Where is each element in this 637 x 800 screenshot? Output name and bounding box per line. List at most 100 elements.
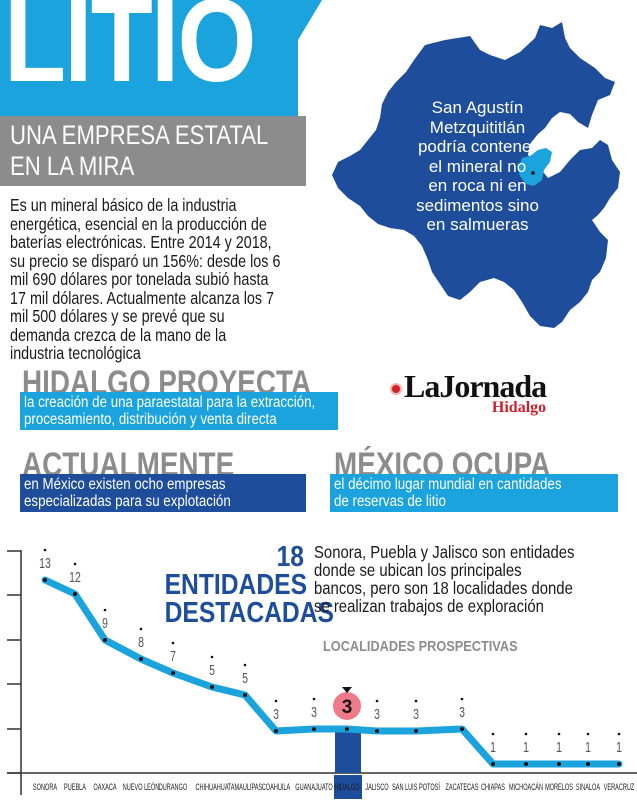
fact-text-line: especializadas para su explotación xyxy=(24,493,231,510)
logo-edition: Hidalgo xyxy=(491,399,547,416)
x-axis-label: OAXACA xyxy=(93,782,116,793)
value-label: 9 xyxy=(102,614,108,631)
data-point xyxy=(103,638,107,642)
value-label: 1 xyxy=(490,738,496,755)
data-point xyxy=(617,762,621,766)
value-marker-dot xyxy=(43,548,47,552)
value-marker-dot xyxy=(524,732,528,736)
value-marker-dot xyxy=(557,732,561,736)
intro-paragraph: Es un mineral básico de la industria ene… xyxy=(10,195,281,363)
x-axis-label: SINALOA xyxy=(576,782,600,793)
value-label: 5 xyxy=(242,669,248,686)
subtitle-line-1: UNA EMPRESA ESTATAL xyxy=(10,120,269,150)
value-marker-dot xyxy=(617,732,621,736)
value-marker-dot xyxy=(586,732,590,736)
hidalgo-highlight-bar xyxy=(335,730,361,773)
la-jornada-logo: LaJornada Hidalgo xyxy=(390,368,547,416)
data-point xyxy=(210,685,214,689)
map-caption-line: en salmueras xyxy=(426,215,529,234)
value-label: 3 xyxy=(374,705,380,722)
data-point xyxy=(43,578,47,582)
x-axis-labels: SONORA PUEBLA OAXACA NUEVO LEÓN DURANGO CHIHU… xyxy=(33,782,635,793)
data-point xyxy=(375,729,379,733)
data-point xyxy=(139,657,143,661)
data-point xyxy=(312,727,316,731)
chart-title-line: DESTACADAS xyxy=(164,597,334,629)
value-marker-dot xyxy=(312,697,316,701)
data-point xyxy=(586,762,590,766)
map-caption-line: en roca ni en xyxy=(428,176,527,195)
fact-text-line: el décimo lugar mundial en cantidades xyxy=(334,476,562,493)
value-marker-dot xyxy=(103,608,107,612)
data-point xyxy=(557,762,561,766)
value-label: 3 xyxy=(311,703,317,720)
data-point xyxy=(73,592,77,596)
fact-box-actualmente: en México existen ocho empresas especial… xyxy=(20,474,306,512)
hidalgo-value-marker: 3 xyxy=(333,687,361,720)
x-axis-label: CHIHUAHUA xyxy=(195,782,228,793)
hidalgo-state-shape xyxy=(332,22,620,328)
value-label: 3 xyxy=(273,705,279,722)
data-point xyxy=(524,762,528,766)
data-points: 13 12 9 8 7 5 5 3 3 3 3 3 1 1 1 1 1 xyxy=(39,548,622,766)
chart-subtitle: LOCALIDADES PROSPECTIVAS xyxy=(323,638,518,655)
x-axis-label: NUEVO LEÓN xyxy=(123,782,160,793)
map-caption-line: Metzquititlán xyxy=(429,117,526,137)
chart-description-line: donde se ubican los principales xyxy=(314,560,522,580)
fact-text-line: procesamiento, distribución y venta dire… xyxy=(24,411,277,428)
x-axis-label: ZACATECAS xyxy=(446,782,479,793)
subtitle-line-2: EN LA MIRA xyxy=(10,151,135,181)
chart-title-line: 18 ENTIDADES xyxy=(164,541,308,601)
value-label: 13 xyxy=(39,554,51,571)
page-subtitle: UNA EMPRESA ESTATAL EN LA MIRA xyxy=(10,120,268,182)
value-marker-dot xyxy=(460,697,464,701)
subtitle-banner xyxy=(0,116,306,186)
value-label: 1 xyxy=(616,738,622,755)
value-label: 8 xyxy=(138,633,144,650)
chart-description-line: Sonora, Puebla y Jalisco son entidades xyxy=(314,542,575,562)
chart-title: 18 ENTIDADES DESTACADAS xyxy=(164,541,334,629)
map-caption-line: sedimentos sino xyxy=(416,195,539,215)
hidalgo-map xyxy=(332,22,620,328)
value-marker-dot xyxy=(73,562,77,566)
x-axis-label: CHIAPAS xyxy=(481,782,505,793)
y-axis-ticks xyxy=(7,550,21,774)
value-label: 3 xyxy=(459,703,465,720)
chart-description-line: se realizan trabajos de exploración xyxy=(314,596,544,616)
data-point xyxy=(274,729,278,733)
value-marker-dot xyxy=(491,732,495,736)
value-label: 7 xyxy=(170,647,176,664)
x-axis-label: SAN LUIS POTOSÍ xyxy=(392,782,441,793)
x-axis-label: HIDALGO xyxy=(334,782,359,793)
value-marker-dot xyxy=(139,627,143,631)
x-axis-label: MICHOACÁN xyxy=(509,782,543,793)
value-marker-dot xyxy=(243,663,247,667)
value-marker-dot xyxy=(414,699,418,703)
data-point xyxy=(171,671,175,675)
page-title: LITIO xyxy=(4,0,256,107)
x-axis-label: TAMAULIPAS xyxy=(228,782,262,793)
fact-text-line: en México existen ocho empresas xyxy=(24,476,226,493)
value-label: 1 xyxy=(523,738,529,755)
value-marker-dot xyxy=(375,699,379,703)
data-point xyxy=(460,727,464,731)
fact-text-line: la creación de una paraestatal para la e… xyxy=(24,394,316,411)
svg-text:3: 3 xyxy=(342,697,353,718)
x-axis-label: VERACRUZ xyxy=(604,782,635,793)
metzquititlan-highlight xyxy=(518,148,552,186)
logo-emblem-icon xyxy=(390,383,402,395)
data-point xyxy=(414,729,418,733)
fact-text-line: de reservas de litio xyxy=(334,493,446,510)
chart-description-line: bancos, pero son 18 localidades donde xyxy=(314,578,573,598)
value-label: 1 xyxy=(585,738,591,755)
title-banner xyxy=(0,0,322,118)
x-axis-label: SONORA xyxy=(33,782,57,793)
map-caption-line: el mineral no xyxy=(428,156,527,176)
fact-box-hidalgo-proyecta: la creación de una paraestatal para la e… xyxy=(20,392,338,430)
map-caption: San Agustín Metzquititlán podría contene… xyxy=(385,98,570,235)
data-point xyxy=(345,727,349,731)
logo-wordmark: LaJornada xyxy=(404,368,547,404)
localidades-line-chart: 13 12 9 8 7 5 5 3 3 3 3 3 1 1 1 1 1 3 SONORA PUEBLA OAXACA… xyxy=(7,548,637,799)
hidalgo-label-bg xyxy=(334,775,362,799)
x-axis-label: DURANGO xyxy=(159,782,188,793)
